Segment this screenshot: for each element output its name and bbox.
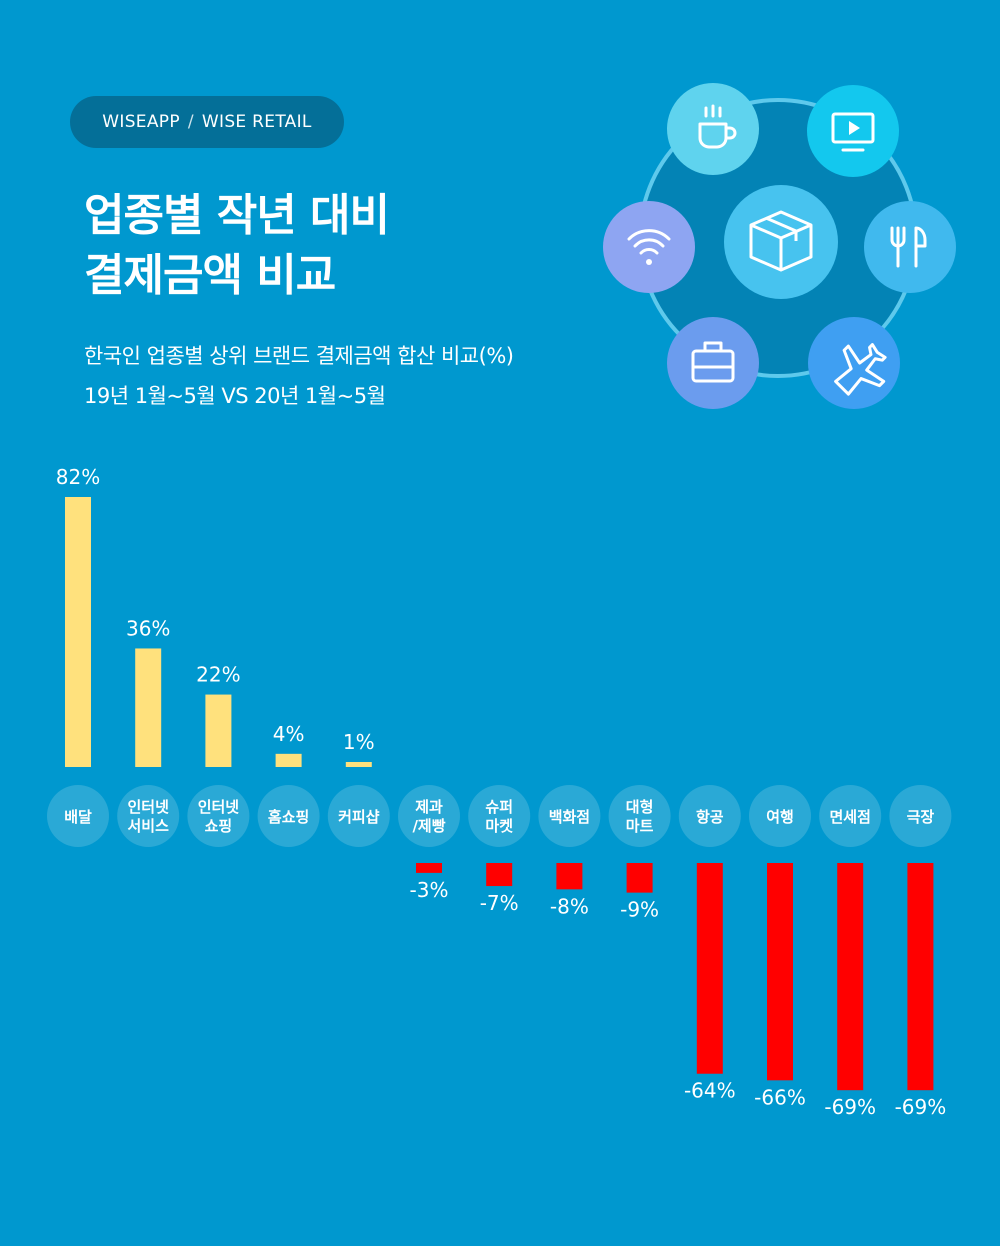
video-play-icon <box>807 85 899 177</box>
category-label-line: 항공 <box>696 808 724 826</box>
category-circle-11 <box>819 785 882 847</box>
value-label-1: 36% <box>126 616 170 640</box>
category-label-4: 커피샵 <box>338 808 380 826</box>
category-label-line: 대형 <box>626 798 654 816</box>
category-label-7: 백화점 <box>549 808 590 826</box>
subtitle-line-2: 19년 1월~5월 VS 20년 1월~5월 <box>84 384 386 408</box>
bar-12 <box>907 863 934 1091</box>
category-label-line: 인터넷 <box>198 798 240 816</box>
category-circle-5 <box>398 785 460 847</box>
value-label-10: -66% <box>754 1085 806 1109</box>
bar-2 <box>205 694 232 767</box>
category-circle-4 <box>327 785 390 847</box>
category-label-line: 쇼핑 <box>205 817 233 835</box>
category-label-line: 홈쇼핑 <box>268 808 309 826</box>
category-label-line: 마켓 <box>485 817 513 835</box>
category-label-line: 면세점 <box>829 808 870 826</box>
value-label-4: 1% <box>343 730 375 754</box>
category-label-line: 서비스 <box>127 817 169 835</box>
category-label-line: 슈퍼 <box>485 798 513 816</box>
bar-7 <box>556 863 583 890</box>
category-label-11: 면세점 <box>829 808 870 826</box>
brand-wiseapp: WISEAPP <box>102 112 180 132</box>
bar-6 <box>486 863 513 887</box>
category-label-1: 인터넷 서비스 <box>127 798 169 835</box>
category-circle-9 <box>678 785 741 847</box>
package-box-icon <box>724 185 838 299</box>
category-label-line: 제과 <box>415 798 443 816</box>
brand-separator: / <box>187 112 194 132</box>
category-circle-0 <box>47 785 109 847</box>
bar-8 <box>626 863 653 893</box>
value-label-8: -9% <box>620 898 659 922</box>
category-circle-6 <box>468 785 531 847</box>
subtitle: 한국인 업종별 상위 브랜드 결제금액 합산 비교(%) 19년 1월~5월 V… <box>84 336 514 416</box>
category-label-6: 슈퍼 마켓 <box>485 798 513 835</box>
page-title: 업종별 작년 대비 결제금액 비교 <box>84 186 390 306</box>
category-circle-10 <box>749 785 811 847</box>
category-label-line: 여행 <box>766 808 794 826</box>
brand-wise-retail: WISE RETAIL <box>201 112 312 132</box>
bar-9 <box>696 863 723 1074</box>
fork-knife-icon <box>864 201 956 293</box>
value-label-11: -69% <box>824 1095 876 1119</box>
category-label-line: 인터넷 <box>127 798 169 816</box>
category-label-3: 홈쇼핑 <box>268 808 309 826</box>
value-label-7: -8% <box>550 894 589 918</box>
bar-11 <box>837 863 864 1091</box>
value-label-12: -69% <box>895 1095 947 1119</box>
category-circle-12 <box>889 785 952 847</box>
category-circle-3 <box>257 785 320 847</box>
value-label-5: -3% <box>410 878 449 902</box>
bar-0 <box>65 497 91 767</box>
bar-3 <box>275 753 302 767</box>
wifi-icon <box>603 201 695 293</box>
category-label-line: 백화점 <box>549 808 590 826</box>
category-circle-1 <box>117 785 180 847</box>
category-label-line: 커피샵 <box>338 808 380 826</box>
category-label-12: 극장 <box>907 808 935 826</box>
category-circle-8 <box>608 785 671 847</box>
title-line-2: 결제금액 비교 <box>84 250 336 301</box>
category-label-9: 항공 <box>696 808 724 826</box>
category-label-line: 마트 <box>626 817 654 835</box>
category-label-5: 제과/제빵 <box>412 798 445 835</box>
bar-1 <box>135 648 162 767</box>
category-label-2: 인터넷 쇼핑 <box>198 798 240 835</box>
title-line-1: 업종별 작년 대비 <box>84 190 390 241</box>
airplane-icon <box>808 317 900 409</box>
category-circle-2 <box>187 785 250 847</box>
value-label-2: 22% <box>196 663 240 687</box>
category-label-8: 대형 마트 <box>626 798 654 835</box>
value-label-6: -7% <box>480 891 519 915</box>
category-icons-illustration <box>603 83 956 409</box>
value-label-9: -64% <box>684 1079 736 1103</box>
category-label-line: 극장 <box>907 808 935 826</box>
category-label-line: /제빵 <box>412 817 445 835</box>
coffee-cup-icon <box>667 83 759 175</box>
category-label-line: 배달 <box>64 808 92 826</box>
category-label-0: 배달 <box>64 808 92 826</box>
bar-5 <box>416 863 442 873</box>
bar-4 <box>345 762 372 767</box>
category-label-10: 여행 <box>766 808 794 826</box>
subtitle-line-1: 한국인 업종별 상위 브랜드 결제금액 합산 비교(%) <box>84 344 514 368</box>
bar-10 <box>767 863 793 1081</box>
brand-badge: WISEAPP / WISE RETAIL <box>70 96 344 148</box>
value-label-0: 82% <box>56 465 100 489</box>
category-circle-7 <box>538 785 601 847</box>
value-label-3: 4% <box>273 722 305 746</box>
suitcase-icon <box>667 317 759 409</box>
